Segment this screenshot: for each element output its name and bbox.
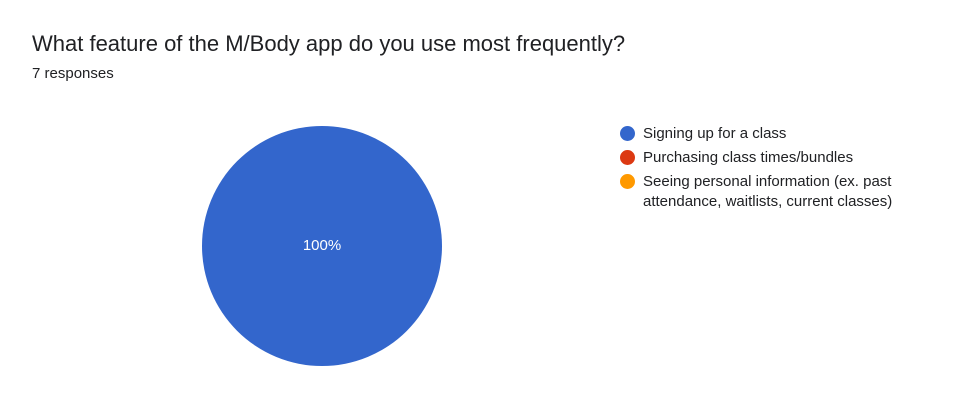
legend-item: Seeing personal information (ex. past at…: [620, 172, 960, 212]
legend-item: Signing up for a class: [620, 124, 960, 144]
pie-slice-label: 100%: [303, 237, 341, 254]
legend-swatch: [620, 150, 635, 165]
chart-title: What feature of the M/Body app do you us…: [32, 31, 626, 56]
pie-chart: 100%: [202, 126, 442, 366]
legend-label: Signing up for a class: [643, 125, 787, 142]
chart-legend: Signing up for a class Purchasing class t…: [620, 124, 960, 216]
pie-slice: [202, 126, 442, 366]
legend-item: Purchasing class times/bundles: [620, 148, 960, 168]
legend-swatch: [620, 126, 635, 141]
legend-swatch: [620, 174, 635, 189]
legend-label: Purchasing class times/bundles: [643, 149, 854, 166]
response-count: 7 responses: [32, 65, 114, 82]
legend-label: Seeing personal information (ex. past at…: [643, 173, 893, 210]
